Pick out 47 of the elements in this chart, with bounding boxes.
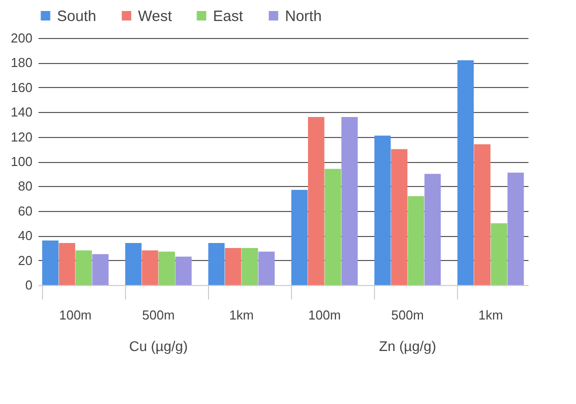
bar (76, 250, 92, 285)
text: Zn (µg/g) (379, 338, 436, 354)
y-tick-label: 180 (10, 55, 32, 70)
x-tick-label: 1km (229, 308, 254, 322)
bar (474, 144, 490, 285)
bar (424, 174, 441, 285)
x-tick-label: 500m (142, 308, 175, 322)
bar (208, 243, 225, 285)
bar (341, 117, 358, 285)
legend-label: South (57, 8, 96, 25)
legend-label: North (285, 8, 322, 25)
y-tick-label: 60 (18, 203, 32, 218)
text: Cu (µg/g) (129, 338, 188, 354)
x-tick-label: 1km (478, 308, 503, 322)
bar (291, 190, 308, 285)
bar (507, 172, 524, 285)
bar (258, 252, 275, 285)
bar (42, 240, 59, 285)
bar (408, 196, 424, 285)
y-tick-label: 0 (25, 278, 32, 292)
y-tick-label: 80 (18, 178, 32, 194)
bar (125, 243, 142, 285)
legend-label: West (138, 8, 173, 25)
legend-label: East (213, 8, 244, 25)
y-tick-label: 100 (10, 154, 32, 169)
bar (58, 243, 76, 285)
bar (374, 136, 391, 285)
y-tick-label: 20 (18, 252, 32, 268)
y-tick-label: 120 (10, 129, 32, 144)
bar (308, 117, 324, 285)
bar (324, 168, 342, 285)
x-tick-label: 100m (308, 308, 341, 322)
bar (391, 149, 408, 285)
bar (457, 60, 474, 285)
y-tick-label: 40 (18, 228, 32, 244)
bar (242, 248, 258, 285)
y-tick-label: 160 (10, 80, 32, 95)
x-tick-label: 100m (59, 308, 92, 322)
bar (490, 223, 508, 285)
bar (224, 248, 242, 285)
bar (175, 256, 192, 285)
y-tick-label: 140 (10, 104, 32, 120)
x-tick-label: 500m (391, 308, 424, 322)
bar (142, 250, 158, 285)
y-tick-label: 200 (10, 30, 32, 46)
bar (158, 252, 175, 285)
bar (92, 254, 109, 285)
